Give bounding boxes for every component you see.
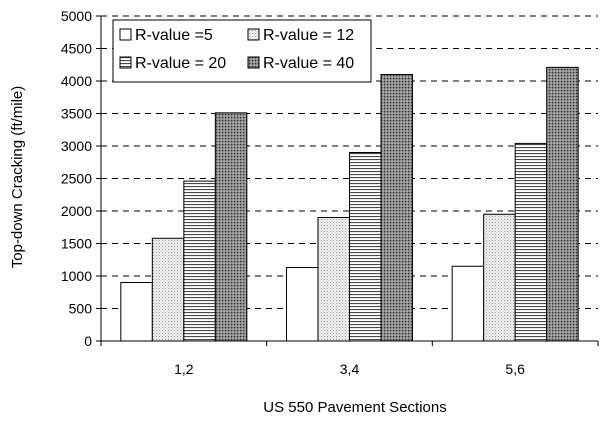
x-tick-label: 5,6 xyxy=(505,361,525,377)
y-tick-label: 500 xyxy=(69,301,93,317)
x-tick-label: 1,2 xyxy=(174,361,194,377)
y-tick-labels: 0 500 1000 1500 2000 2500 3000 3500 4000 4500 5000 xyxy=(61,8,92,349)
bar-3-3-4 xyxy=(349,152,382,342)
legend: R-value =5 R-value = 12 R-value = 20 R-valu… xyxy=(112,19,372,83)
legend-label: R-value =5 xyxy=(135,27,213,44)
x-axis-title: US 550 Pavement Sections xyxy=(263,399,446,416)
y-tick-label: 3500 xyxy=(61,106,92,122)
y-tick-label: 1500 xyxy=(61,236,92,252)
y-tick-label: 0 xyxy=(84,333,92,349)
axes xyxy=(96,15,599,346)
y-tick-label: 4500 xyxy=(61,41,92,57)
legend-label: R-value = 20 xyxy=(135,55,226,72)
legend-swatch xyxy=(247,28,260,41)
bar-4-1-2 xyxy=(214,112,248,342)
legend-label: R-value = 12 xyxy=(263,27,354,44)
legend-label: R-value = 40 xyxy=(263,55,354,72)
legend-swatch xyxy=(119,28,132,41)
y-tick-label: 5000 xyxy=(61,8,92,24)
legend-swatch xyxy=(247,56,260,69)
y-tick-label: 2000 xyxy=(61,203,92,219)
bar-4-3-4 xyxy=(380,74,413,342)
bars xyxy=(120,66,579,342)
bar-2-3-4 xyxy=(317,217,350,342)
bar-1-1-2 xyxy=(120,282,153,342)
bar-2-1-2 xyxy=(151,237,185,342)
bar-1-3-4 xyxy=(286,267,319,342)
x-tick-label: 3,4 xyxy=(340,361,360,377)
y-tick-label: 2500 xyxy=(61,171,92,187)
x-tick-labels: 1,2 3,4 5,6 xyxy=(174,361,525,377)
bar-3-1-2 xyxy=(183,180,216,342)
y-axis-title: Top-down Cracking (ft/mile) xyxy=(9,86,26,269)
y-tick-label: 1000 xyxy=(61,268,92,284)
bar-1-5-6 xyxy=(451,265,485,342)
legend-box xyxy=(112,19,372,83)
bar-4-5-6 xyxy=(546,66,579,342)
y-tick-label: 3000 xyxy=(61,138,92,154)
bar-2-5-6 xyxy=(483,213,516,342)
y-tick-label: 4000 xyxy=(61,73,92,89)
bar-3-5-6 xyxy=(514,142,548,342)
legend-swatch xyxy=(119,56,132,69)
